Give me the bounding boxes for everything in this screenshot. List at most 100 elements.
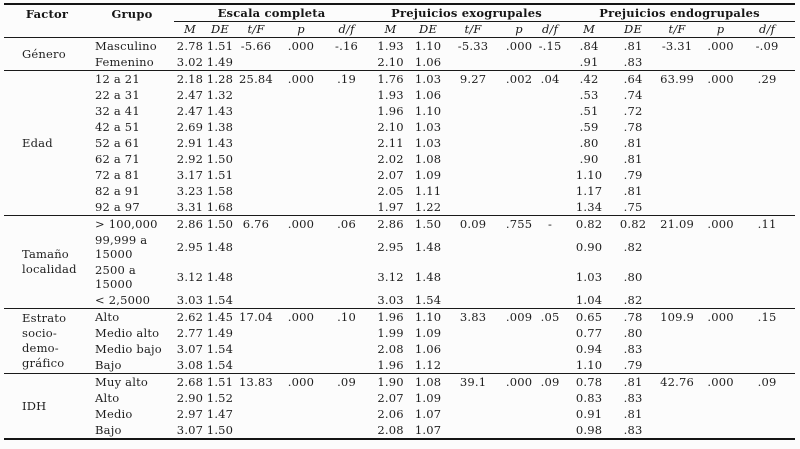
- grupo-cell: 42 a 51: [95, 120, 140, 134]
- value-cell: [324, 103, 369, 119]
- stat-header-m-g2: M: [583, 22, 596, 36]
- value-cell: .82: [623, 293, 643, 307]
- value-cell: [324, 151, 369, 167]
- value-cell: [652, 54, 702, 71]
- value-cell: [536, 135, 564, 151]
- table-row: 32 a 41 2.47 1.43 1.96 1.10 .51 .72: [4, 103, 795, 119]
- table-row: 92 a 97 3.31 1.68 1.97 1.22 1.34 .75: [4, 199, 795, 216]
- value-cell: 0.90: [575, 240, 603, 254]
- value-cell: 1.52: [206, 391, 234, 405]
- table-row: Medio bajo 3.07 1.54 2.08 1.06 0.94 .83: [4, 341, 795, 357]
- value-cell: [278, 341, 324, 357]
- value-cell: 0.91: [575, 407, 603, 421]
- value-cell: [324, 292, 369, 309]
- table-row: 52 a 61 2.91 1.43 2.11 1.03 .80 .81: [4, 135, 795, 151]
- value-cell: [324, 87, 369, 103]
- value-cell: 1.76: [377, 72, 404, 86]
- value-cell: [444, 183, 502, 199]
- value-cell: [702, 135, 739, 151]
- value-cell: [444, 119, 502, 135]
- value-cell: 1.45: [206, 310, 234, 324]
- value-cell: 3.03: [176, 293, 204, 307]
- value-cell: [652, 87, 702, 103]
- value-cell: [502, 119, 536, 135]
- value-cell: 2.68: [176, 375, 204, 389]
- value-cell: .83: [623, 423, 643, 437]
- value-cell: 3.23: [176, 184, 204, 198]
- grupo-cell: Masculino: [95, 39, 157, 53]
- value-cell: 1.34: [575, 200, 603, 214]
- value-cell: [278, 325, 324, 341]
- value-cell: [502, 262, 536, 292]
- value-cell: .15: [757, 310, 777, 324]
- value-cell: [702, 183, 739, 199]
- value-cell: [536, 167, 564, 183]
- value-cell: [234, 135, 278, 151]
- value-cell: [278, 151, 324, 167]
- value-cell: 13.83: [239, 375, 273, 389]
- value-cell: 2.02: [377, 152, 404, 166]
- value-cell: 1.93: [377, 39, 404, 53]
- value-cell: [536, 54, 564, 71]
- value-cell: 1.17: [575, 184, 603, 198]
- value-cell: .91: [579, 55, 599, 69]
- value-cell: 3.07: [176, 423, 204, 437]
- table-row: Medio 2.97 1.47 2.06 1.07 0.91 .81: [4, 406, 795, 422]
- value-cell: [702, 167, 739, 183]
- value-cell: [536, 262, 564, 292]
- value-cell: 1.50: [206, 423, 234, 437]
- factor-cell-idh: IDH: [22, 398, 47, 413]
- value-cell: 1.96: [377, 310, 404, 324]
- stat-header-de-g2: DE: [624, 22, 643, 36]
- value-cell: 2.07: [377, 168, 404, 182]
- value-cell: .000: [287, 39, 315, 53]
- value-cell: [278, 183, 324, 199]
- value-cell: .009: [505, 310, 533, 324]
- table-row: IDH Muy alto 2.68 1.51 13.83 .000 .09 1.90 1.08 3…: [4, 374, 795, 412]
- stat-header-df-g2: d/f: [759, 22, 776, 36]
- value-cell: [444, 103, 502, 119]
- section-idh: IDH Muy alto 2.68 1.51 13.83 .000 .09 1.90 1.08 3…: [4, 374, 796, 439]
- grupo-cell: 2500 a 15000: [95, 263, 136, 291]
- value-cell: [652, 119, 702, 135]
- value-cell: .000: [287, 217, 315, 231]
- grupo-cell: Medio alto: [95, 326, 160, 340]
- value-cell: [739, 357, 795, 374]
- value-cell: 0.82: [575, 217, 603, 231]
- value-cell: .10: [337, 310, 356, 324]
- value-cell: [278, 357, 324, 374]
- value-cell: .000: [707, 375, 734, 389]
- table-row: 2500 a 15000 3.12 1.48 3.12 1.48 1.03.80: [4, 262, 795, 292]
- stat-header-m-g0: M: [184, 22, 196, 36]
- value-cell: .000: [707, 72, 734, 86]
- value-cell: [739, 119, 795, 135]
- grupo-cell: 82 a 91: [95, 184, 140, 198]
- value-cell: .81: [623, 39, 643, 53]
- value-cell: 63.99: [660, 72, 695, 86]
- value-cell: [739, 325, 795, 341]
- value-cell: .09: [540, 375, 560, 389]
- grupo-cell: 92 a 97: [95, 200, 140, 214]
- value-cell: 1.22: [414, 200, 442, 214]
- value-cell: .000: [707, 217, 734, 231]
- value-cell: .90: [579, 152, 599, 166]
- value-cell: [234, 292, 278, 309]
- results-table: Factor Grupo Escala completa Prejuicios …: [4, 3, 796, 440]
- value-cell: [652, 183, 702, 199]
- value-cell: .000: [505, 39, 533, 53]
- stat-header-de-g0: DE: [210, 22, 229, 36]
- table-row: Alto 2.90 1.52 2.07 1.09 0.83 .83: [4, 390, 795, 406]
- value-cell: [536, 199, 564, 216]
- grupo-cell: Medio bajo: [95, 342, 162, 356]
- value-cell: [502, 232, 536, 262]
- value-cell: 1.68: [206, 200, 234, 214]
- value-cell: 1.49: [206, 55, 234, 69]
- value-cell: [702, 390, 739, 406]
- stat-header-de-g1: DE: [419, 22, 438, 36]
- value-cell: [652, 422, 702, 439]
- value-cell: 1.96: [377, 358, 404, 372]
- value-cell: [502, 292, 536, 309]
- value-cell: -: [548, 217, 553, 231]
- value-cell: 1.08: [414, 152, 442, 166]
- value-cell: 2.92: [176, 152, 204, 166]
